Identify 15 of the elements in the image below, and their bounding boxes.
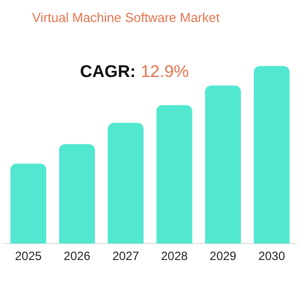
x-tick-label: 2028 bbox=[160, 249, 188, 264]
bar bbox=[254, 66, 290, 244]
bar bbox=[59, 144, 95, 244]
x-tick-label: 2029 bbox=[210, 249, 237, 264]
x-tick-label: 2026 bbox=[64, 249, 91, 264]
x-tick-label: 2030 bbox=[258, 249, 286, 264]
annotation: CAGR: bbox=[80, 62, 136, 81]
bar bbox=[108, 122, 144, 244]
bar bbox=[205, 86, 241, 244]
x-tick-label: 2025 bbox=[14, 249, 42, 264]
x-tick-label: 2027 bbox=[112, 249, 140, 264]
chart-title: Virtual Machine Software Market bbox=[32, 10, 220, 25]
annotation: 12.9% bbox=[140, 62, 189, 81]
bar bbox=[10, 164, 46, 244]
bar bbox=[156, 105, 192, 244]
